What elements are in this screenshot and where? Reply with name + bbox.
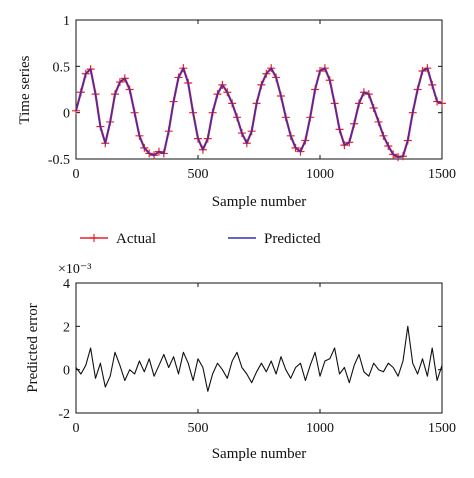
x-tick-label: 500: [188, 421, 209, 436]
chart-top: -0.500.51 0 500 1000 1500 Sample number Tim…: [17, 14, 456, 210]
legend-actual-label: Actual: [116, 231, 156, 247]
x-tick-label: 1000: [306, 167, 334, 182]
plot-area-bottom: [75, 282, 443, 414]
y-tick-label: 0: [63, 107, 70, 122]
y-exponent-label-bottom: ×10⁻³: [58, 262, 91, 277]
legend-predicted-label: Predicted: [264, 231, 321, 247]
y-ticks-top: -0.5 0 0.5 1: [48, 14, 442, 168]
legend-actual-marker: [90, 234, 98, 242]
x-ticks-top: 0 500 1000 1500: [73, 20, 456, 182]
x-tick-label: 1500: [428, 167, 456, 182]
y-tick-label: 0: [63, 364, 70, 379]
y-tick-label: 0.5: [53, 60, 71, 75]
x-axis-label-bottom: Sample number: [212, 446, 307, 462]
series-bottom: [75, 325, 443, 392]
x-tick-label: 0: [73, 167, 80, 182]
y-tick-label: 1: [63, 14, 70, 29]
y-tick-label: -0.5: [48, 153, 70, 168]
y-axis-label-top: Time series: [17, 55, 33, 124]
series-line-predicted: [75, 67, 443, 158]
data-point-actual: [72, 106, 80, 115]
y-axis-label-bottom: Predicted error: [25, 303, 41, 393]
x-tick-label: 0: [73, 421, 80, 436]
series-line-bottom: [75, 325, 443, 392]
y-tick-label: -2: [58, 407, 70, 422]
x-tick-label: 500: [188, 167, 209, 182]
x-ticks-bottom: 0 500 1000 1500: [73, 283, 456, 436]
series-top: [72, 64, 446, 162]
legend: Actual Predicted: [80, 231, 321, 247]
x-tick-label: 1000: [306, 421, 334, 436]
x-axis-label-top: Sample number: [212, 194, 307, 210]
y-ticks-bottom: -2 0 2 4: [58, 277, 442, 422]
y-tick-label: 2: [63, 320, 70, 335]
x-tick-label: 1500: [428, 421, 456, 436]
y-tick-label: 4: [63, 277, 70, 292]
